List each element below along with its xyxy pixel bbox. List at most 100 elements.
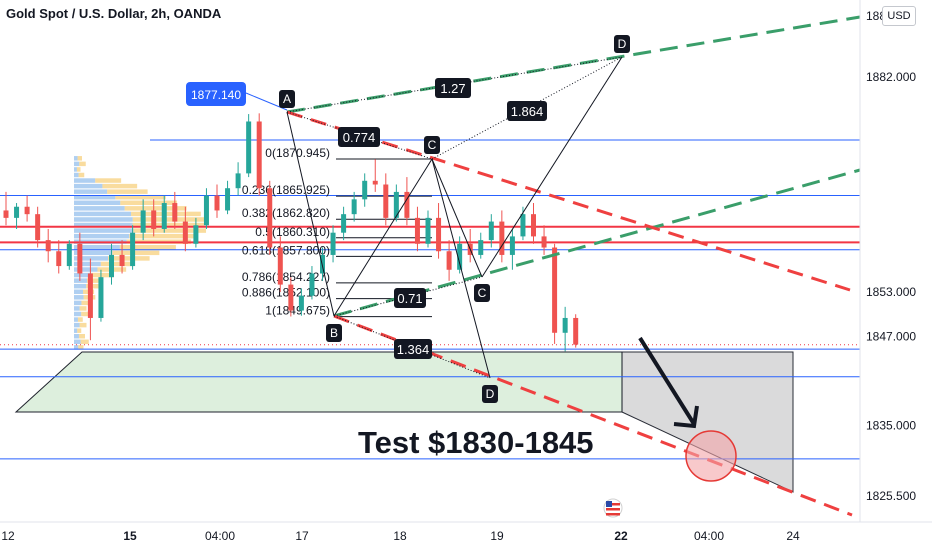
y-tick-label: 1825.500	[866, 489, 916, 503]
candle-body	[214, 195, 220, 211]
target-circle	[685, 430, 737, 482]
candle-body	[288, 284, 294, 311]
volume-bar-down	[107, 189, 148, 194]
pattern-dotted-leg	[286, 56, 623, 113]
red-dashed-trendline	[333, 314, 853, 517]
symbol-title: Gold Spot / U.S. Dollar, 2h, OANDA	[6, 6, 222, 21]
volume-bar-up	[74, 311, 82, 317]
ratio-label: 0.71	[397, 291, 422, 306]
volume-bar-up	[74, 267, 98, 272]
x-tick-label: 24	[786, 529, 800, 543]
annotation-text: Test $1830-1845	[358, 425, 594, 460]
volume-bar-up	[74, 206, 125, 211]
volume-bar-down	[77, 328, 82, 333]
pattern-point-box	[482, 385, 498, 403]
volume-bar-down	[77, 317, 83, 322]
volume-bar-down	[78, 333, 85, 339]
time-axis[interactable]: 12 15 04:00 17 18 19 22 04:00 24	[0, 521, 932, 550]
pattern-point-label: C	[428, 138, 437, 152]
candle-body	[98, 277, 104, 318]
pattern-dotted-leg	[333, 315, 491, 379]
ratio-label-box	[338, 127, 380, 147]
y-tick-label: 1853.000	[866, 285, 916, 299]
volume-bar-up	[74, 339, 81, 345]
volume-bar-up	[74, 156, 78, 161]
x-tick-label: 19	[490, 529, 504, 543]
pattern-point-box	[326, 324, 342, 342]
volume-bar-down	[79, 306, 87, 311]
volume-bar-down	[91, 272, 114, 278]
candle-body	[520, 214, 526, 237]
candle-body	[362, 180, 368, 200]
pattern-point-box	[474, 284, 490, 302]
volume-bar-down	[78, 172, 85, 178]
ratio-label-box	[435, 78, 471, 98]
flag-stripe	[606, 513, 620, 516]
flag-canton	[606, 501, 612, 507]
target-zone-gray	[621, 351, 794, 493]
volume-bar-up	[74, 278, 88, 283]
currency-button[interactable]: USD	[882, 6, 916, 26]
volume-bar-down	[76, 167, 81, 172]
candle-body	[436, 217, 442, 252]
candle-body	[531, 214, 536, 237]
candle-body	[172, 203, 178, 222]
candle-body	[509, 236, 515, 255]
volume-bar-up	[74, 295, 84, 300]
candle-body	[573, 317, 579, 345]
volume-bar-up	[74, 172, 79, 178]
x-tick-label: 04:00	[694, 529, 724, 543]
volume-bar-up	[74, 256, 109, 261]
candle-body	[140, 210, 146, 233]
volume-profile	[74, 156, 207, 350]
volume-bar-up	[74, 317, 78, 322]
volume-bar-down	[100, 261, 134, 267]
x-tick-label: 15	[123, 529, 137, 543]
volume-bar-up	[74, 228, 134, 233]
volume-bar-up	[74, 250, 113, 256]
candle-body	[87, 273, 93, 318]
down-arrow-head	[673, 405, 699, 429]
fib-level-label: 0.236(1865.925)	[242, 183, 330, 197]
volume-bar-up	[74, 345, 79, 350]
candle-body	[425, 217, 431, 244]
candle-body	[14, 206, 20, 218]
candle-body	[66, 243, 72, 267]
candles-layer	[3, 113, 579, 352]
volume-bar-up	[74, 245, 120, 250]
candle-body	[552, 247, 558, 333]
candle-body	[330, 232, 336, 255]
candle-body	[182, 221, 188, 244]
ratio-label: 1.364	[397, 342, 430, 357]
pattern-point-box	[614, 35, 630, 53]
volume-bar-down	[80, 339, 89, 345]
candle-body	[45, 240, 51, 252]
candle-body	[161, 203, 167, 229]
candle-body	[298, 295, 304, 311]
x-tick-label: 12	[1, 529, 15, 543]
volume-bar-down	[79, 161, 86, 167]
flag-stripe	[606, 508, 620, 511]
pattern-point-label: A	[283, 92, 291, 106]
price-callout-label: 1877.140	[191, 88, 241, 102]
candle-body	[151, 210, 157, 229]
fib-level-label: 0.5(1860.310)	[255, 225, 330, 239]
ratio-label-box	[394, 339, 432, 359]
volume-bar-down	[119, 245, 176, 250]
volume-bar-down	[87, 278, 103, 283]
price-callout-box	[186, 82, 246, 106]
candle-body	[393, 191, 399, 218]
price-axis[interactable]: 1882.0001853.0001835.0001825.5001888.500…	[859, 0, 932, 522]
y-tick-label: 1882.000	[866, 70, 916, 84]
annotations-layer: Test $1830-1845	[358, 336, 737, 518]
ratio-label: 1.864	[511, 104, 544, 119]
volume-bar-down	[132, 217, 205, 222]
volume-bar-up	[74, 261, 101, 267]
x-tick-label: 22	[614, 529, 628, 543]
volume-bar-down	[108, 256, 150, 261]
volume-bar-up	[74, 194, 116, 200]
volume-bar-up	[74, 322, 80, 328]
volume-bar-down	[79, 322, 87, 328]
